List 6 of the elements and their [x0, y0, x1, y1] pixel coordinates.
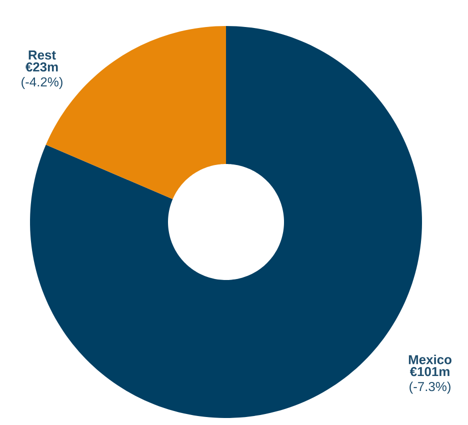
slice-label: Rest [28, 50, 56, 60]
data-label: €23m [26, 62, 58, 72]
text: (-7.3%) [410, 382, 450, 394]
text: (-4.2%) [22, 76, 62, 90]
data-label: €101m [410, 367, 450, 376]
slice-label: Mexico [408, 354, 452, 364]
